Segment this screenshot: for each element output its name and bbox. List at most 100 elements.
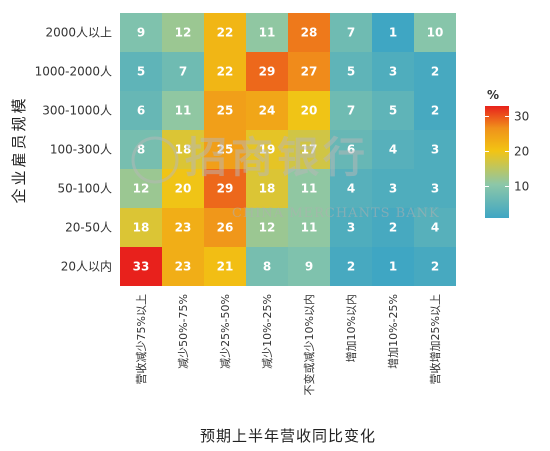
- heatmap-cell: [414, 91, 456, 130]
- x-axis-title: 预期上半年营收同比变化: [200, 427, 376, 445]
- x-tick-label: 营收减少75%以上: [134, 294, 148, 384]
- cell-value-label: 1: [389, 26, 397, 40]
- heatmap-cell: [162, 13, 204, 52]
- watermark-logo-icon: [131, 136, 179, 184]
- y-tick-label: 300-1000人: [42, 104, 112, 118]
- cell-value-label: 21: [217, 260, 234, 274]
- cell-value-label: 3: [431, 182, 439, 196]
- x-tick-label: 减少25%-50%: [219, 294, 232, 369]
- cell-value-label: 9: [305, 260, 313, 274]
- heatmap-cell: [204, 169, 246, 208]
- heatmap-cell: [330, 130, 372, 169]
- cell-value-label: 7: [179, 65, 187, 79]
- cell-value-label: 22: [217, 65, 234, 79]
- cell-value-label: 1: [389, 260, 397, 274]
- heatmap-cell: [288, 169, 330, 208]
- heatmap-cell: [288, 52, 330, 91]
- cell-value-label: 18: [259, 182, 276, 196]
- heatmap-cell: [372, 208, 414, 247]
- heatmap-cell: [246, 169, 288, 208]
- heatmap-cell: [372, 130, 414, 169]
- cell-value-label: 5: [137, 65, 145, 79]
- y-tick-labels: 2000人以上 1000-2000人 300-1000人 100-300人 50-100…: [35, 26, 112, 274]
- heatmap-cell: [414, 169, 456, 208]
- legend-tick-label: 10: [514, 180, 529, 194]
- cell-value-label: 23: [175, 221, 192, 235]
- heatmap-cell: [204, 247, 246, 286]
- cell-value-label: 12: [133, 182, 150, 196]
- heatmap-cell: [120, 13, 162, 52]
- cell-value-label: 10: [427, 26, 444, 40]
- heatmap-cell: [288, 208, 330, 247]
- cell-value-label: 2: [347, 260, 355, 274]
- cell-value-label: 27: [301, 65, 318, 79]
- heatmap-cell: [372, 247, 414, 286]
- legend-tick-label: 20: [514, 145, 529, 159]
- cell-value-label: 6: [137, 104, 145, 118]
- cell-value-label: 11: [301, 182, 318, 196]
- cell-value-label: 2: [431, 65, 439, 79]
- cell-value-label: 2: [431, 260, 439, 274]
- watermark: 招商银行 CHINA MERCHANTS BANK: [131, 133, 440, 221]
- legend-tick-label: 30: [514, 110, 529, 124]
- legend-colorbar: [485, 106, 509, 218]
- cell-value-label: 11: [301, 221, 318, 235]
- cell-value-label: 18: [133, 221, 150, 235]
- heatmap-cell: [204, 91, 246, 130]
- cell-value-label: 8: [137, 143, 145, 157]
- heatmap-cell: [330, 247, 372, 286]
- y-tick-label: 2000人以上: [45, 26, 112, 40]
- y-tick-label: 20人以内: [61, 260, 112, 274]
- heatmap-cell: [288, 130, 330, 169]
- y-tick-label: 20-50人: [65, 221, 112, 235]
- cell-value-label: 4: [389, 143, 397, 157]
- color-legend: % 10 20 30: [485, 88, 529, 218]
- cell-value-label: 7: [347, 104, 355, 118]
- x-tick-label: 增加10%-25%: [386, 294, 400, 369]
- heatmap-cell: [414, 130, 456, 169]
- legend-title: %: [487, 88, 499, 102]
- cell-value-label: 20: [301, 104, 318, 118]
- cell-value-label: 8: [263, 260, 271, 274]
- heatmap-cell: [120, 208, 162, 247]
- heatmap-cell: [246, 91, 288, 130]
- heatmap-cell: [372, 13, 414, 52]
- heatmap-cell: [414, 13, 456, 52]
- x-tick-label: 减少10%-25%: [261, 294, 274, 369]
- heatmap-cell: [414, 208, 456, 247]
- heatmap-cell: [204, 52, 246, 91]
- cell-value-label: 12: [259, 221, 276, 235]
- cell-value-label: 2: [431, 104, 439, 118]
- cell-value-label: 18: [175, 143, 192, 157]
- cell-value-label: 11: [259, 26, 276, 40]
- heatmap-cell: [246, 208, 288, 247]
- heatmap-cell: [162, 208, 204, 247]
- heatmap-cell: [120, 247, 162, 286]
- heatmap-cell: [330, 208, 372, 247]
- heatmap-cell: [372, 169, 414, 208]
- heatmap-cell: [204, 130, 246, 169]
- heatmap-cell: [288, 91, 330, 130]
- x-tick-labels: 营收减少75%以上 减少50%-75% 减少25%-50% 减少10%-25% 不变或减…: [134, 294, 442, 395]
- heatmap-cell: [372, 52, 414, 91]
- heatmap-cell: [246, 247, 288, 286]
- cell-value-label: 6: [347, 143, 355, 157]
- y-tick-label: 100-300人: [50, 143, 112, 157]
- cell-value-label: 4: [431, 221, 439, 235]
- x-tick-label: 营收增加25%以上: [428, 294, 442, 384]
- watermark-english-text: CHINA MERCHANTS BANK: [232, 206, 440, 221]
- x-tick-label: 增加10%以内: [344, 294, 358, 362]
- heatmap-cell: [372, 91, 414, 130]
- cell-value-label: 3: [347, 221, 355, 235]
- cell-value-label: 23: [175, 260, 192, 274]
- heatmap-cell: [330, 169, 372, 208]
- cell-value-label: 9: [137, 26, 145, 40]
- cell-value-label: 2: [389, 221, 397, 235]
- cell-value-label: 29: [259, 65, 276, 79]
- cell-value-label: 3: [389, 182, 397, 196]
- heatmap-cell: [120, 52, 162, 91]
- y-tick-label: 1000-2000人: [35, 65, 112, 79]
- x-tick-label: 不变或减少10%以内: [302, 294, 316, 395]
- cell-value-label: 12: [175, 26, 192, 40]
